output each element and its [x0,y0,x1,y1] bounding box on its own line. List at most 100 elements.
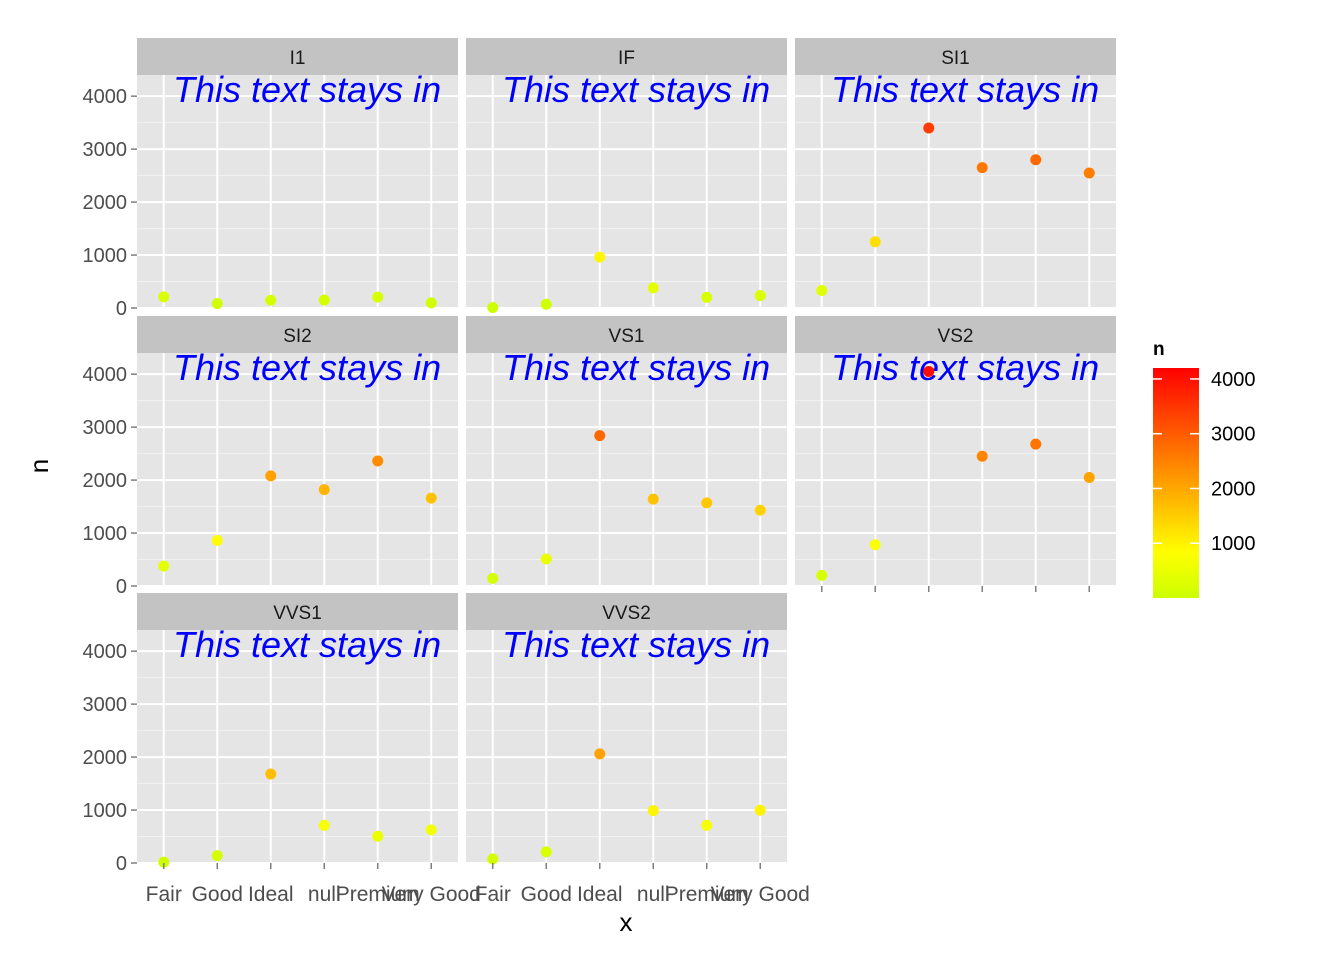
y-tick-label: 2000 [83,192,128,214]
data-point-si1-premium [1030,154,1042,166]
data-point-if-fair [487,302,499,314]
y-tick-label: 0 [116,576,127,598]
panel-background [466,353,787,586]
panel-annotation: This text stays in [502,69,770,110]
panel-background [137,353,458,586]
data-point-vvs1-ideal [265,768,277,780]
data-point-si2-fair [158,560,170,572]
data-point-vvs1-good [211,850,223,862]
legend-tick-label: 3000 [1211,424,1256,446]
legend-colorbar [1153,368,1199,598]
facet-strip [466,38,787,75]
data-point-vs1-good [540,553,552,565]
data-point-i1-ideal [265,294,277,306]
panel-background [466,75,787,308]
x-tick-label: Fair [475,883,511,906]
x-tick-label: Very Good [711,883,810,906]
panel-annotation: This text stays in [173,69,441,110]
facet-strip [795,316,1116,353]
facet-strip [137,316,458,353]
panel-background [795,75,1116,308]
y-tick-label: 3000 [83,417,128,439]
data-point-if-good [540,298,552,310]
data-point-si1-very-good [1083,167,1095,179]
panel-annotation: This text stays in [831,347,1099,388]
panel-background [466,630,787,863]
data-point-si2-very-good [425,492,437,504]
facet-strip-label: VVS1 [273,603,322,624]
data-point-vs1-null [647,493,659,505]
data-point-if-premium [701,291,713,303]
y-tick-label: 2000 [83,747,128,769]
data-point-vvs1-premium [372,830,384,842]
panel-background [137,630,458,863]
data-point-si1-fair [816,285,828,297]
facet-strip-label: I1 [290,48,306,69]
x-tick-label: Very Good [382,883,481,906]
facet-strip [466,316,787,353]
panel-background [795,353,1116,586]
y-tick-label: 4000 [83,364,128,386]
data-point-i1-very-good [425,297,437,309]
data-point-if-very-good [754,290,766,302]
x-tick-label: Ideal [248,883,294,906]
data-point-if-null [647,282,659,294]
facet-strip-label: IF [618,48,635,69]
y-tick-label: 4000 [83,86,128,108]
data-point-vs2-premium [1030,438,1042,450]
data-point-vs2-very-good [1083,471,1095,483]
data-point-vvs2-good [540,846,552,858]
data-point-vs1-ideal [594,430,606,442]
data-point-si1-good [869,236,881,248]
data-point-i1-good [211,298,223,310]
x-tick-label: Good [192,883,243,906]
facet-strip-label: VS1 [609,326,645,347]
data-point-i1-null [318,294,330,306]
data-point-si1-null [976,162,988,174]
x-tick-label: Fair [146,883,182,906]
data-point-vvs2-fair [487,853,499,865]
data-point-si1-ideal [923,122,935,134]
color-legend: n 1000 2000 3000 4000 [1153,339,1256,598]
facet-strip [795,38,1116,75]
legend-tick-label: 1000 [1211,533,1256,555]
x-tick-label: null [637,883,670,906]
legend-title: n [1153,339,1165,360]
y-tick-label: 0 [116,298,127,320]
x-tick-label: Ideal [577,883,623,906]
y-axis-title: n [24,459,54,473]
facet-strip [466,593,787,630]
facet-strip-label: SI1 [941,48,970,69]
data-point-i1-fair [158,291,170,303]
data-point-vvs2-very-good [754,804,766,816]
y-tick-label: 1000 [83,523,128,545]
facet-strip-label: VVS2 [602,603,651,624]
data-point-vvs2-premium [701,819,713,831]
panel-annotation: This text stays in [173,624,441,665]
data-point-vs2-null [976,450,988,462]
data-point-vvs1-fair [158,856,170,868]
x-tick-label: Good [521,883,572,906]
data-point-vs2-fair [816,569,828,581]
y-tick-label: 1000 [83,800,128,822]
data-point-vvs2-null [647,805,659,817]
data-point-vvs1-very-good [425,824,437,836]
x-axis-title: x [620,907,633,937]
data-point-i1-premium [372,291,384,303]
y-tick-label: 1000 [83,245,128,267]
data-point-vvs1-null [318,819,330,831]
data-point-vs2-ideal [923,366,935,378]
y-tick-label: 0 [116,853,127,875]
panel-annotation: This text stays in [173,347,441,388]
facet-strip-label: SI2 [283,326,312,347]
panel-annotation: This text stays in [831,69,1099,110]
